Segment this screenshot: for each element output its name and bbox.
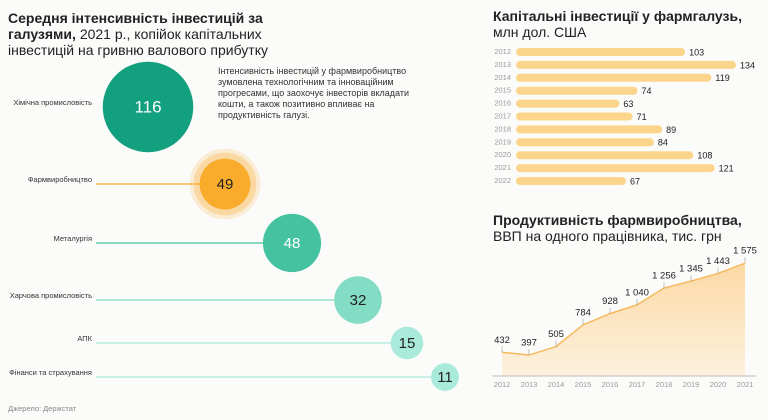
value-label: 67 [630, 176, 640, 186]
category-label: АПК [77, 334, 92, 343]
value-label: 15 [399, 335, 416, 352]
value-label: 928 [602, 296, 618, 307]
y-tick-label: 2017 [494, 111, 511, 120]
value-label: 108 [697, 151, 712, 161]
x-tick-label: 2014 [548, 380, 565, 389]
value-label: 1 575 [733, 246, 757, 257]
bar [516, 99, 620, 108]
value-label: 89 [666, 125, 676, 135]
value-label: 71 [637, 112, 647, 122]
value-label: 432 [494, 335, 510, 346]
value-label: 1 040 [625, 287, 649, 298]
value-label: 63 [623, 99, 633, 109]
value-label: 1 256 [652, 271, 676, 282]
chart-title: Капітальні інвестиції у фармгалузь, [493, 8, 742, 24]
bar [516, 151, 694, 160]
bubble-heading: Середня інтенсивність інвестицій за галу… [8, 10, 308, 58]
y-tick-label: 2018 [494, 124, 511, 133]
y-tick-label: 2022 [494, 176, 511, 185]
bar-heading: Капітальні інвестиції у фармгалузь, млн д… [493, 8, 763, 40]
x-tick-label: 2016 [602, 380, 619, 389]
value-label: 116 [134, 97, 161, 116]
bubble [390, 326, 424, 360]
area-heading: Продуктивність фармвиробництва, ВВП на од… [493, 212, 763, 244]
y-tick-label: 2016 [494, 99, 511, 108]
value-label: 784 [575, 307, 591, 318]
area [502, 263, 745, 376]
category-label: Металургія [53, 234, 92, 243]
bubble [262, 213, 322, 273]
value-label: 119 [715, 73, 729, 83]
x-tick-label: 2021 [737, 380, 754, 389]
x-tick-label: 2020 [710, 380, 727, 389]
y-tick-label: 2021 [494, 163, 511, 172]
bar [516, 112, 633, 121]
value-label: 134 [740, 60, 755, 70]
bar [516, 60, 736, 69]
value-label: 121 [719, 163, 734, 173]
bar [516, 125, 663, 134]
y-tick-label: 2020 [494, 150, 511, 159]
value-label: 84 [658, 138, 668, 148]
y-tick-label: 2019 [494, 137, 511, 146]
category-label: Фінанси та страхування [9, 368, 92, 377]
x-tick-label: 2017 [629, 380, 646, 389]
chart-title: Продуктивність фармвиробництва, [493, 212, 742, 228]
y-tick-label: 2014 [494, 73, 511, 82]
chart-title: Середня інтенсивність інвестицій за галу… [8, 10, 263, 42]
value-label: 397 [521, 338, 537, 349]
bubble [431, 363, 459, 391]
bar [516, 73, 712, 82]
x-tick-label: 2013 [521, 380, 538, 389]
category-label: Фармвиробництво [27, 175, 92, 184]
y-tick-label: 2013 [494, 60, 511, 69]
value-label: 32 [350, 292, 367, 309]
value-label: 11 [437, 369, 453, 386]
x-tick-label: 2015 [575, 380, 592, 389]
x-tick-label: 2018 [656, 380, 673, 389]
y-tick-label: 2015 [494, 86, 511, 95]
bubble [102, 61, 194, 153]
bar [516, 86, 638, 95]
bar [516, 177, 626, 185]
x-tick-label: 2012 [494, 380, 511, 389]
value-label: 1 443 [706, 256, 730, 267]
annotation: Інтенсивність інвестицій у фармвиробницт… [218, 66, 409, 120]
source: Джерело: Держстат [8, 404, 77, 413]
value-label: 74 [641, 86, 651, 96]
bar [516, 164, 715, 173]
category-label: Харчова промисловість [9, 291, 92, 300]
y-tick-label: 2012 [494, 47, 511, 56]
value-label: 49 [217, 176, 234, 193]
chart-subtitle: ВВП на одного працівника, тис. грн [493, 228, 722, 244]
bar [516, 138, 654, 147]
category-label: Хімічна промисловість [13, 98, 92, 107]
value-label: 48 [284, 235, 301, 252]
value-label: 505 [548, 329, 564, 340]
chart-subtitle: млн дол. США [493, 24, 587, 40]
value-label: 1 345 [679, 264, 703, 275]
line [501, 262, 746, 356]
bar [516, 48, 686, 56]
x-tick-label: 2019 [683, 380, 700, 389]
value-label: 103 [689, 47, 704, 57]
bubble [334, 276, 382, 324]
bubble [199, 158, 251, 210]
chart-subtitle: 2021 р., копійок капітальних інвестицій … [8, 26, 268, 58]
